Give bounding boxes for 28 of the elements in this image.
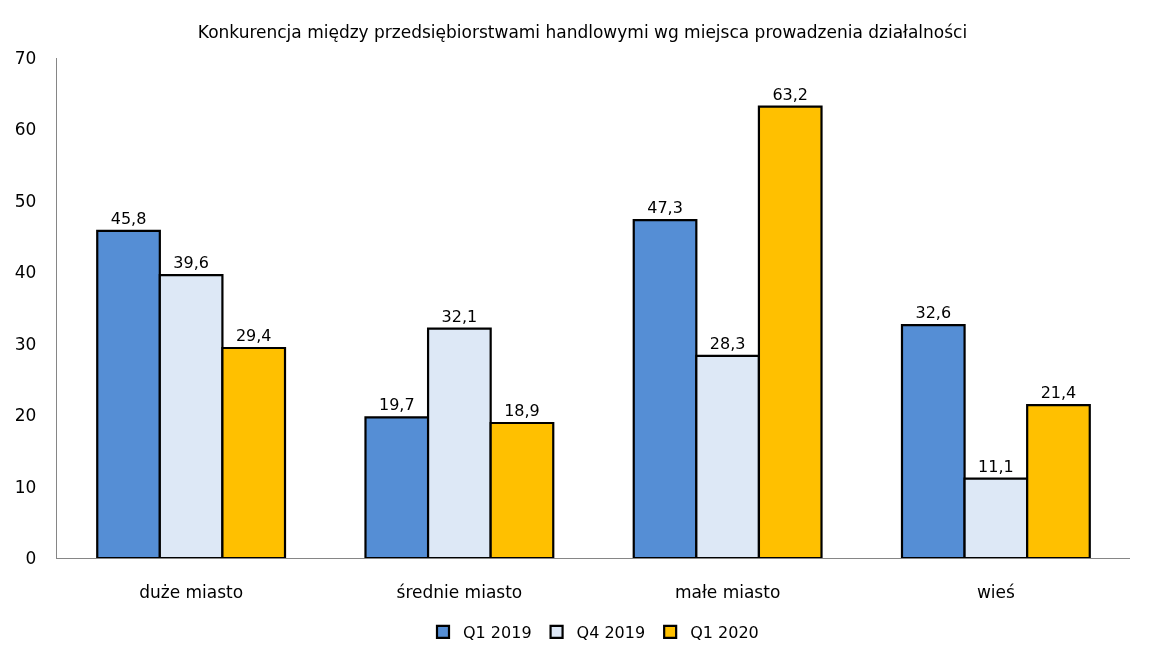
data-label: 32,1 (441, 306, 478, 326)
x-tick-label: duże miasto (139, 581, 244, 602)
y-tick-label: 70 (14, 47, 37, 68)
data-label: 28,3 (709, 333, 746, 353)
y-tick-label: 40 (14, 262, 37, 283)
data-label: 29,4 (235, 326, 272, 345)
y-tick-label: 10 (14, 476, 37, 497)
chart-title: Konkurencja między przedsiębiorstwami handlowymi wg miejsca prowadzenia działalności (197, 21, 968, 42)
data-label: 19,7 (378, 395, 415, 415)
legend-label: Q1 2020 (690, 623, 759, 643)
y-tick-label: 0 (25, 547, 37, 568)
y-tick-label: 50 (14, 190, 37, 211)
data-label: 45,8 (110, 208, 147, 228)
data-label: 32,6 (915, 303, 952, 323)
x-tick-label: wieś (976, 581, 1015, 602)
y-tick-label: 20 (14, 405, 37, 426)
data-label: 21,4 (1040, 383, 1077, 403)
data-label: 47,3 (647, 198, 683, 218)
legend-label: Q4 2019 (576, 623, 646, 643)
y-tick-label: 60 (14, 119, 37, 140)
data-label: 11,1 (978, 456, 1014, 476)
data-label: 18,9 (504, 401, 540, 420)
x-tick-label: małe miasto (674, 581, 781, 602)
x-tick-label: średnie miasto (396, 581, 523, 602)
legend-label: Q1 2019 (463, 623, 532, 643)
y-tick-label: 30 (14, 333, 37, 354)
data-label: 39,6 (173, 253, 209, 273)
data-label: 63,2 (772, 84, 809, 104)
